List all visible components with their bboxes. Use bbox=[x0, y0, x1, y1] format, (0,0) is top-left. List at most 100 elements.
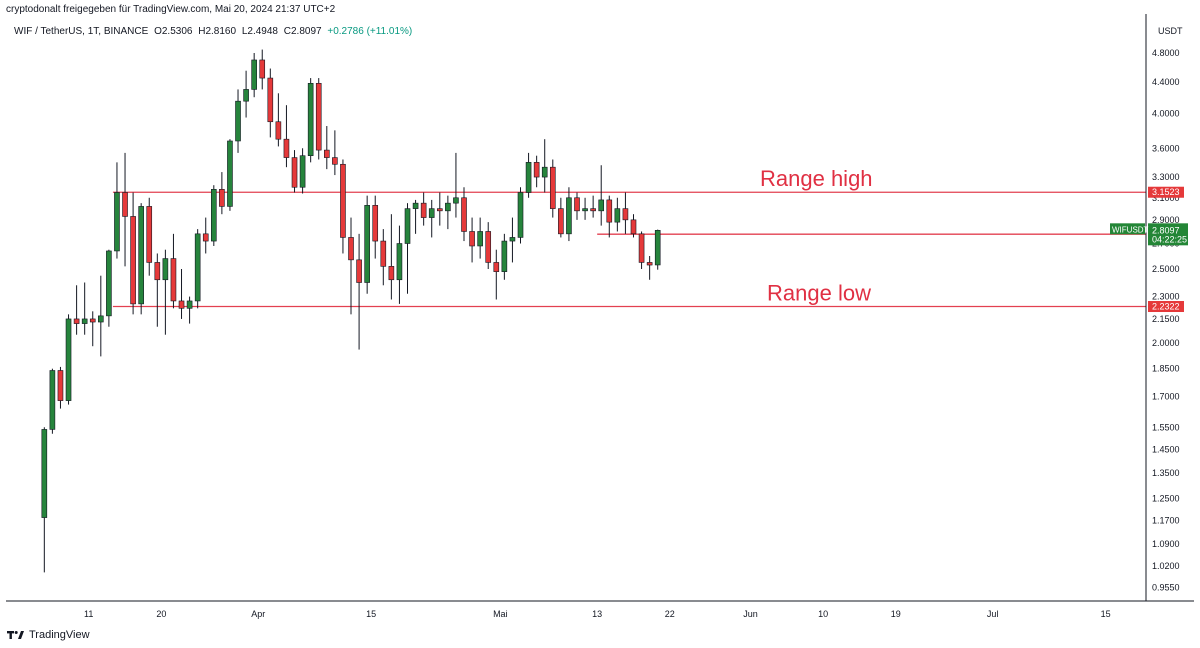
candle-body-down bbox=[558, 208, 564, 235]
candle-body-down bbox=[420, 202, 427, 218]
price-tick-label: 2.3000 bbox=[1152, 292, 1180, 302]
candle-body-up bbox=[509, 237, 516, 242]
candle-body-up bbox=[654, 230, 661, 266]
candle-body-down bbox=[630, 219, 637, 235]
time-tick-label: 19 bbox=[891, 609, 901, 619]
candle-body-up bbox=[428, 208, 435, 218]
price-tick-label: 4.4000 bbox=[1152, 77, 1180, 87]
candle-body-up bbox=[412, 202, 419, 209]
price-tick-label: 1.1700 bbox=[1152, 515, 1180, 525]
candle-body-down bbox=[283, 138, 290, 158]
candle-body-down bbox=[485, 231, 492, 263]
candle-body-down bbox=[348, 237, 354, 261]
candle-body-down bbox=[638, 233, 645, 263]
countdown-text: 04:22:25 bbox=[1152, 234, 1187, 244]
candle-body-up bbox=[307, 83, 314, 156]
candle-body-down bbox=[606, 199, 613, 223]
price-tick-label: 0.9550 bbox=[1152, 583, 1180, 593]
candle-body-up bbox=[243, 89, 249, 102]
time-axis[interactable]: 11 20 Apr 15 Mai 13 22 Jun 10 19 Jul 15 bbox=[84, 609, 1111, 619]
price-tick-label: 3.3000 bbox=[1152, 172, 1180, 182]
candle-body-up bbox=[364, 205, 370, 283]
candle-body-up bbox=[186, 300, 193, 309]
time-tick-label: Jul bbox=[987, 609, 999, 619]
candle-body-down bbox=[154, 262, 161, 281]
price-axis[interactable]: 4.8000 4.4000 4.0000 3.6000 3.3000 3.1000 2.90… bbox=[1152, 48, 1180, 593]
price-tick-label: 1.4500 bbox=[1152, 444, 1180, 454]
candles bbox=[41, 49, 661, 573]
candle-body-down bbox=[493, 262, 500, 272]
candle-body-up bbox=[541, 166, 548, 178]
range-price-tag bbox=[1148, 301, 1184, 313]
price-tick-label: 3.1000 bbox=[1152, 193, 1180, 203]
candle-body-up bbox=[65, 318, 72, 401]
symbol-tag-text: WIFUSDT bbox=[1112, 225, 1149, 234]
price-tick-label: 1.7000 bbox=[1152, 392, 1180, 402]
tradingview-logo-icon bbox=[7, 631, 24, 639]
candle-body-down bbox=[202, 233, 209, 242]
candle-body-up bbox=[453, 197, 459, 204]
candle-body-down bbox=[469, 231, 475, 247]
candle-body-down bbox=[388, 266, 395, 281]
time-tick-label: Mai bbox=[493, 609, 508, 619]
time-tick-label: 15 bbox=[1101, 609, 1111, 619]
ohlc-open: O2.5306 bbox=[154, 26, 193, 37]
price-tick-label: 1.0200 bbox=[1152, 561, 1180, 571]
ohlc-high: H2.8160 bbox=[198, 26, 237, 37]
candle-body-up bbox=[299, 155, 306, 188]
publisher-line: cryptodonalt freigegeben für TradingView… bbox=[6, 4, 336, 15]
price-tick-label: 3.6000 bbox=[1152, 143, 1180, 153]
time-tick-label: 13 bbox=[592, 609, 602, 619]
candle-body-down bbox=[436, 208, 443, 212]
candle-body-up bbox=[98, 315, 104, 323]
candle-body-down bbox=[533, 162, 540, 178]
candle-body-up bbox=[517, 192, 524, 238]
time-tick-label: 10 bbox=[818, 609, 828, 619]
price-tick-label: 4.0000 bbox=[1152, 108, 1180, 118]
candle-body-down bbox=[122, 192, 128, 217]
candle-body-up bbox=[445, 202, 451, 212]
last-price-tag bbox=[1148, 223, 1188, 246]
candle-body-up bbox=[251, 59, 257, 90]
candle-body-down bbox=[646, 262, 653, 266]
candle-body-up bbox=[477, 231, 483, 247]
price-tick-label: 4.8000 bbox=[1152, 48, 1180, 58]
time-tick-label: Apr bbox=[251, 609, 265, 619]
ohlc-low: L2.4948 bbox=[241, 26, 278, 37]
candle-body-down bbox=[130, 216, 136, 305]
range-price-tag-text: 2.2322 bbox=[1152, 302, 1180, 312]
price-tick-label: 1.5500 bbox=[1152, 422, 1180, 432]
candle-body-down bbox=[259, 59, 266, 79]
candle-body-down bbox=[332, 157, 338, 165]
candle-body-down bbox=[590, 208, 596, 212]
symbol-info: WIF / TetherUS, 1T, BINANCE O2.5306 H2.8… bbox=[14, 26, 415, 37]
candle-body-down bbox=[89, 318, 96, 323]
footer-brand[interactable]: TradingView bbox=[29, 629, 90, 641]
candle-body-up bbox=[106, 250, 112, 317]
candle-body-up bbox=[227, 140, 233, 207]
price-tick-label: 2.1500 bbox=[1152, 314, 1180, 324]
candle-body-up bbox=[501, 240, 508, 272]
range-price-tag bbox=[1148, 186, 1184, 198]
last-price-text: 2.8097 bbox=[1152, 225, 1180, 235]
candle-body-up bbox=[41, 429, 48, 518]
symbol-pair[interactable]: WIF / TetherUS, 1T, BINANCE bbox=[14, 26, 149, 37]
time-tick-label: 20 bbox=[156, 609, 166, 619]
candle-body-down bbox=[219, 189, 225, 207]
candle-body-up bbox=[114, 192, 120, 252]
candle-body-up bbox=[138, 206, 144, 305]
time-tick-label: Jun bbox=[743, 609, 758, 619]
candle-body-up bbox=[566, 197, 572, 235]
candle-body-up bbox=[194, 233, 201, 302]
annotation-label: Range high bbox=[760, 166, 873, 191]
candle-body-down bbox=[549, 166, 556, 209]
candle-body-down bbox=[170, 258, 177, 302]
candle-body-down bbox=[574, 197, 580, 212]
candle-body-up bbox=[614, 208, 621, 223]
candle-body-down bbox=[267, 77, 274, 123]
candle-body-down bbox=[372, 205, 379, 242]
annotations: Range high Range low bbox=[760, 166, 873, 305]
candle-body-down bbox=[291, 157, 298, 188]
